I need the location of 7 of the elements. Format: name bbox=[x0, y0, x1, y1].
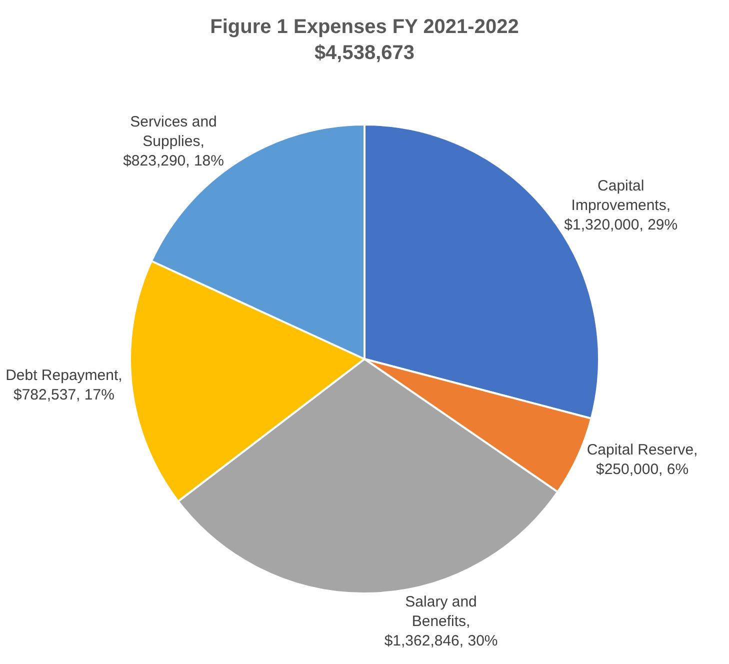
chart-title: Figure 1 Expenses FY 2021-2022 bbox=[210, 16, 519, 38]
slice-label: Debt Repayment, $782,537, 17% bbox=[6, 366, 122, 404]
slice-label: Capital Reserve, $250,000, 6% bbox=[586, 442, 698, 478]
chart-subtitle: $4,538,673 bbox=[314, 42, 415, 64]
slice-label: Capital Improvements, $1,320,000, 29% bbox=[564, 177, 678, 234]
slice-label: Services and Supplies, $823,290, 18% bbox=[123, 114, 224, 170]
slice-label: Salary and Benefits, $1,362,846, 30% bbox=[384, 593, 498, 650]
